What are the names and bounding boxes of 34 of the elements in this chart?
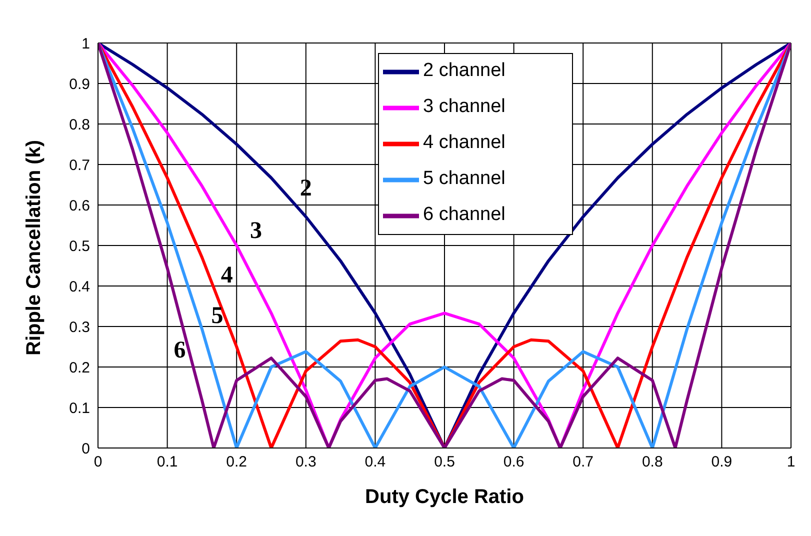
y-tick-label: 0.4 bbox=[69, 278, 90, 296]
legend-label: 6 channel bbox=[423, 204, 506, 226]
x-tick-label: 0.7 bbox=[572, 454, 594, 471]
y-tick-label: 0.6 bbox=[69, 197, 90, 214]
y-tick-label: 0.2 bbox=[69, 359, 90, 376]
annotation: 3 bbox=[250, 218, 262, 244]
legend-label: 3 channel bbox=[423, 96, 506, 118]
y-tick-label: 0.5 bbox=[69, 238, 90, 255]
y-tick-label: 0.1 bbox=[69, 400, 90, 417]
legend-label: 2 channel bbox=[423, 60, 506, 82]
x-tick-label: 1 bbox=[786, 454, 796, 471]
annotation: 4 bbox=[220, 262, 233, 288]
y-tick-label: 1 bbox=[82, 35, 90, 52]
legend-label: 4 channel bbox=[423, 132, 506, 154]
y-axis-title: Ripple Cancellation (k) bbox=[23, 140, 46, 356]
y-tick-label: 0.3 bbox=[69, 318, 90, 336]
annotation: 5 bbox=[211, 302, 224, 329]
x-axis-title: Duty Cycle Ratio bbox=[365, 486, 524, 508]
x-tick-label: 0.2 bbox=[226, 454, 248, 471]
x-tick-label: 0.4 bbox=[364, 454, 386, 471]
y-tick-label: 0.7 bbox=[69, 156, 90, 174]
y-tick-label: 0.9 bbox=[69, 76, 90, 93]
y-tick-label: 0.8 bbox=[69, 116, 90, 134]
y-tick-label: 0 bbox=[82, 440, 90, 458]
line-series bbox=[98, 43, 791, 448]
x-tick-label: 0.6 bbox=[503, 454, 524, 471]
x-tick-label: 0.9 bbox=[711, 454, 732, 471]
x-tick-label: 0.8 bbox=[642, 454, 663, 471]
x-tick-label: 0.1 bbox=[156, 454, 178, 471]
x-tick-label: 0 bbox=[94, 454, 102, 471]
legend-label: 5 channel bbox=[423, 168, 506, 190]
x-tick-label: 0.5 bbox=[434, 454, 455, 471]
annotation: 6 bbox=[174, 337, 186, 364]
x-tick-label: 0.3 bbox=[295, 454, 316, 471]
